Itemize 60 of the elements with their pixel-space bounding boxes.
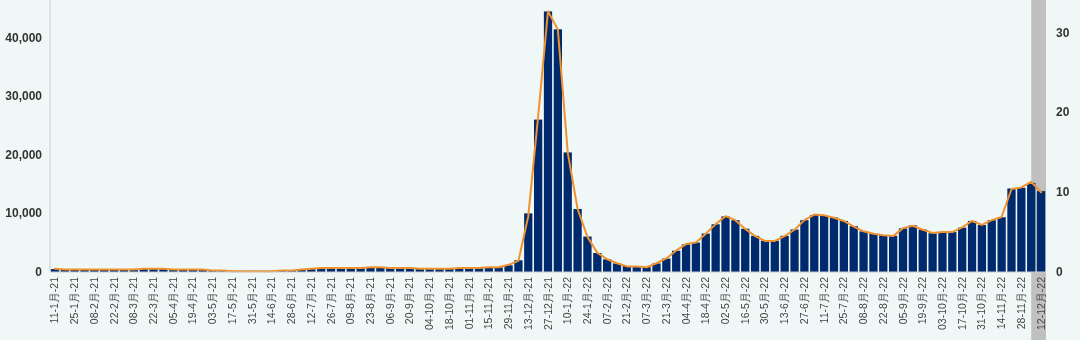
x-tick-label: 25-1月-21 (68, 276, 81, 325)
x-tick-label: 13-12月-21 (521, 276, 534, 331)
y2-tick-label: 0 (1056, 265, 1063, 279)
x-tick-label: 16-5月-22 (738, 276, 751, 325)
x-tick-label: 15-11月-21 (482, 276, 495, 330)
x-tick-label: 14-6月-21 (265, 276, 278, 325)
x-tick-label: 31-5月-21 (245, 276, 258, 325)
x-tick-label: 18-4月-22 (699, 276, 712, 325)
x-tick-label: 09-8月-21 (344, 276, 357, 325)
x-tick-label: 25-7月-22 (837, 276, 850, 325)
y-tick-label: 40,000 (5, 30, 43, 45)
x-tick-label: 31-10月-22 (975, 276, 988, 331)
x-tick-label: 21-3月-22 (659, 276, 672, 325)
x-tick-label: 03-5月-21 (206, 276, 219, 325)
x-tick-label: 22-3月-21 (147, 276, 160, 325)
x-tick-label: 14-11月-22 (995, 276, 1008, 330)
x-tick-label: 24-1月-22 (580, 276, 593, 325)
x-tick-label: 08-3月-21 (127, 276, 140, 325)
x-tick-label: 26-7月-21 (324, 276, 337, 325)
y-tick-label: 10,000 (5, 206, 43, 221)
x-tick-label: 05-9月-22 (896, 276, 909, 325)
x-tick-label: 22-8月-22 (876, 276, 889, 325)
x-tick-label: 10-1月-22 (561, 276, 574, 325)
y-tick-label: 30,000 (5, 89, 43, 104)
x-tick-label: 28-11月-22 (1014, 276, 1027, 330)
x-tick-label: 06-9月-21 (383, 276, 396, 325)
x-tick-label: 08-2月-21 (87, 276, 100, 325)
x-tick-label: 07-3月-22 (640, 276, 653, 325)
x-tick-label: 17-10月-22 (955, 276, 968, 331)
y-tick-label: 20,000 (5, 147, 43, 162)
x-tick-label: 11-7月-22 (817, 276, 830, 324)
x-tick-label: 13-6月-22 (778, 276, 791, 325)
x-tick-label: 05-4月-21 (166, 276, 179, 325)
x-tick-label: 12-12月-22 (1034, 276, 1047, 331)
x-tick-label: 01-11月-21 (462, 276, 475, 330)
y2-tick-label: 20 (1056, 105, 1070, 120)
x-tick-label: 02-5月-22 (719, 276, 731, 325)
x-tick-label: 04-10月-21 (423, 276, 436, 331)
x-tick-label: 04-4月-22 (679, 276, 692, 325)
y2-tick-label: 30 (1056, 25, 1070, 40)
x-tick-label: 23-8月-21 (364, 276, 376, 325)
x-tick-label: 30-5月-22 (758, 276, 771, 325)
x-tick-label: 03-10月-22 (935, 276, 948, 331)
x-tick-label: 29-11月-21 (502, 276, 515, 330)
x-tick-label: 11-1月-21 (48, 276, 61, 324)
x-tick-label: 27-12月-21 (541, 276, 554, 331)
x-tick-label: 17-5月-21 (225, 276, 238, 325)
x-tick-label: 21-2月-22 (620, 276, 633, 325)
x-tick-label: 28-6月-21 (285, 276, 298, 325)
x-tick-label: 19-9月-22 (916, 276, 929, 325)
x-tick-label: 19-4月-21 (186, 276, 199, 325)
x-tick-label: 12-7月-21 (304, 276, 317, 325)
y-tick-label: 0 (35, 265, 43, 279)
x-tick-label: 20-9月-21 (403, 276, 416, 325)
y2-tick-label: 10 (1056, 185, 1070, 200)
x-tick-label: 08-8月-22 (857, 276, 870, 325)
x-tick-label: 07-2月-22 (600, 276, 613, 325)
x-tick-label: 18-10月-21 (442, 276, 455, 331)
x-tick-label: 27-6月-22 (797, 276, 810, 325)
x-tick-label: 22-2月-21 (107, 276, 120, 325)
